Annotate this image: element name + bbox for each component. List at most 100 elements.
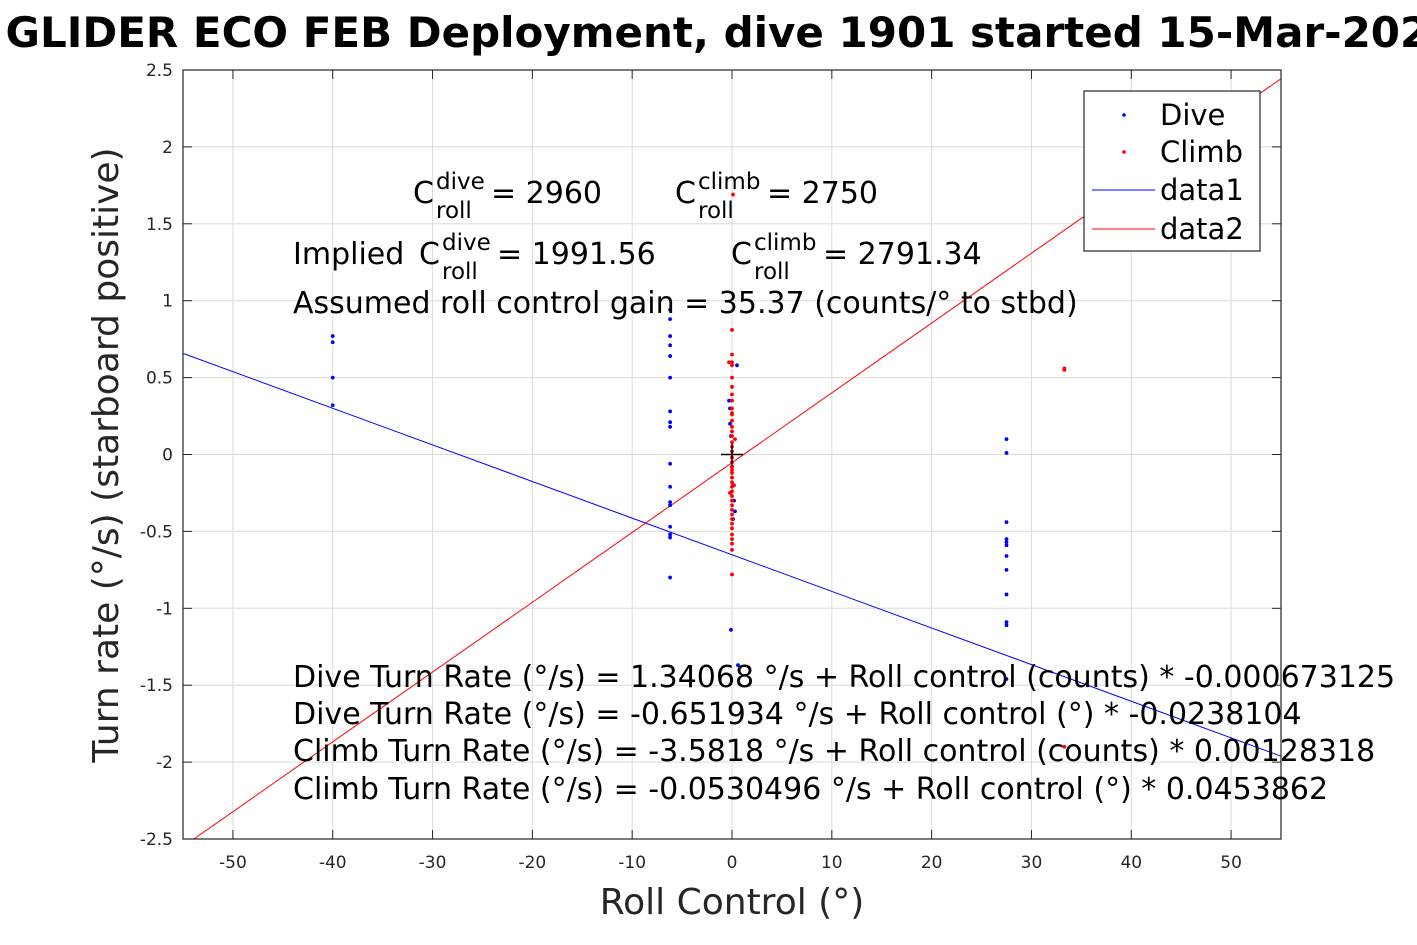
dive-point bbox=[668, 575, 673, 580]
climb-point bbox=[730, 392, 734, 397]
climb-point bbox=[730, 467, 734, 472]
dive-point bbox=[330, 334, 335, 338]
dive-point bbox=[668, 308, 673, 312]
x-tick-label: 30 bbox=[1021, 853, 1043, 873]
y-tick-label: -1 bbox=[156, 599, 173, 619]
dive-point bbox=[729, 627, 733, 632]
legend-climb-label: Climb bbox=[1160, 135, 1243, 169]
axis-ticks: -50 -40 -30 -20 -10 0 10 20 30 40 50-2.5-2-1.5-1-0… bbox=[140, 61, 1281, 873]
dive-point bbox=[668, 503, 673, 508]
fit-line-data1 bbox=[182, 352, 1282, 757]
dive-point bbox=[733, 509, 737, 514]
x-tick-label: 40 bbox=[1120, 853, 1142, 873]
dive-point bbox=[1004, 623, 1009, 628]
climb-point bbox=[730, 507, 734, 512]
climb-degrees-equation: Climb Turn Rate (°/s) = -0.0530496 °/s +… bbox=[293, 772, 1328, 807]
climb-point bbox=[730, 406, 734, 411]
implied-prefix: Implied bbox=[293, 237, 404, 272]
dive-point bbox=[1004, 543, 1009, 548]
climb-point bbox=[730, 475, 734, 480]
c-roll-climb-value: = 2750 bbox=[767, 176, 878, 211]
y-tick-label: 0.5 bbox=[146, 369, 173, 389]
dive-point bbox=[1004, 592, 1009, 597]
climb-point bbox=[728, 491, 732, 495]
implied-dive-sub: roll bbox=[442, 259, 478, 285]
climb-point bbox=[732, 483, 736, 488]
climb-point bbox=[730, 418, 734, 423]
climb-point bbox=[730, 398, 734, 403]
implied-climb-annotation: C climb roll = 2791.34 bbox=[731, 230, 982, 285]
climb-point bbox=[730, 352, 734, 357]
implied-climb-base: C bbox=[731, 237, 752, 272]
legend-data2-label: data2 bbox=[1160, 212, 1244, 246]
x-axis-label: Roll Control (°) bbox=[600, 882, 865, 923]
data-points bbox=[330, 192, 1067, 749]
implied-dive-base: C bbox=[419, 237, 440, 272]
y-tick-label: 1.5 bbox=[146, 215, 173, 235]
dive-point bbox=[668, 343, 673, 348]
dive-degrees-equation: Dive Turn Rate (°/s) = -0.651934 °/s + R… bbox=[293, 697, 1302, 732]
legend-box bbox=[1083, 90, 1261, 252]
y-tick-label: -2.5 bbox=[140, 830, 173, 850]
climb-point bbox=[730, 480, 734, 485]
dive-point bbox=[1004, 437, 1009, 442]
dive-point bbox=[1004, 677, 1009, 681]
dive-point bbox=[727, 398, 731, 403]
x-tick-label: 0 bbox=[727, 853, 738, 873]
dive-point bbox=[668, 420, 673, 425]
c-roll-climb-sub: roll bbox=[698, 198, 734, 224]
climb-point bbox=[730, 412, 734, 417]
climb-point bbox=[730, 360, 734, 365]
legend-climb-marker bbox=[1122, 150, 1126, 154]
climb-point bbox=[733, 437, 737, 442]
climb-point bbox=[730, 429, 734, 434]
dive-point bbox=[1004, 451, 1009, 455]
dive-point bbox=[668, 354, 673, 358]
climb-point bbox=[730, 512, 734, 517]
dive-point bbox=[668, 500, 673, 505]
c-roll-dive-base: C bbox=[413, 176, 434, 211]
climb-point bbox=[730, 434, 734, 438]
x-tick-label: -20 bbox=[518, 853, 546, 873]
x-tick-label: 20 bbox=[921, 853, 943, 873]
legend: Dive Climb data1 data2 bbox=[1083, 90, 1261, 252]
x-tick-label: -10 bbox=[618, 853, 646, 873]
dive-point bbox=[1004, 567, 1009, 572]
climb-point bbox=[730, 363, 734, 368]
dive-point bbox=[1004, 537, 1009, 541]
climb-point bbox=[730, 521, 734, 526]
climb-point bbox=[730, 572, 734, 577]
climb-point bbox=[730, 328, 734, 332]
implied-climb-sup: climb bbox=[754, 230, 816, 256]
x-tick-label: -50 bbox=[219, 853, 247, 873]
climb-point bbox=[730, 494, 734, 498]
dive-point bbox=[1004, 554, 1009, 558]
climb-point bbox=[730, 547, 734, 552]
dive-point bbox=[668, 334, 673, 338]
y-tick-label: 0 bbox=[162, 446, 173, 466]
climb-point bbox=[730, 498, 734, 503]
climb-point bbox=[727, 360, 731, 365]
c-roll-dive-sub: roll bbox=[436, 198, 472, 224]
x-tick-label: -30 bbox=[419, 853, 447, 873]
y-tick-label: 2 bbox=[162, 138, 173, 158]
y-tick-label: 2.5 bbox=[146, 61, 173, 81]
climb-point bbox=[731, 192, 735, 197]
dive-point bbox=[1004, 540, 1009, 545]
c-roll-climb-base: C bbox=[675, 176, 696, 211]
legend-dive-label: Dive bbox=[1160, 98, 1225, 132]
dive-point bbox=[330, 340, 335, 345]
legend-dive-marker bbox=[1122, 113, 1126, 117]
dive-point bbox=[330, 375, 335, 380]
c-roll-climb-annotation: C climb roll = 2750 bbox=[675, 169, 878, 224]
dive-point bbox=[668, 424, 673, 429]
dive-counts-equation: Dive Turn Rate (°/s) = 1.34068 °/s + Rol… bbox=[293, 660, 1395, 695]
climb-point bbox=[730, 532, 734, 537]
dive-point bbox=[668, 535, 673, 540]
climb-point bbox=[730, 503, 734, 508]
implied-climb-value: = 2791.34 bbox=[823, 237, 982, 272]
implied-dive-annotation: Implied C dive roll = 1991.56 bbox=[293, 230, 656, 285]
dive-point bbox=[668, 484, 673, 489]
annotations: C dive roll = 2960 C climb roll = 2750 I… bbox=[293, 169, 1395, 807]
y-axis-label: Turn rate (°/s) (starboard positive) bbox=[86, 147, 127, 763]
